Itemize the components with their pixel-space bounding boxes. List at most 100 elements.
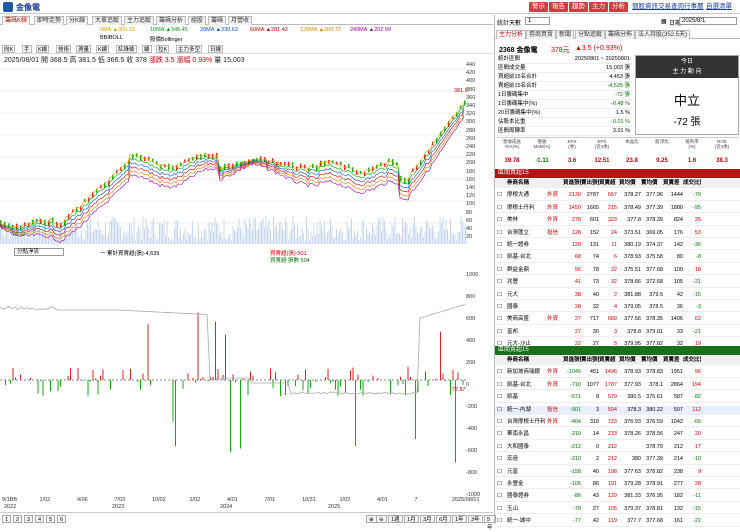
ma-legend-item[interactable]: 240MA ▲202.99 (350, 27, 391, 33)
right-tab-1[interactable]: 券商買賣 (526, 30, 556, 39)
tool-1[interactable]: 手 (22, 45, 32, 53)
row-checkbox[interactable]: ☐ (497, 191, 505, 200)
tool-8[interactable]: 拉K (156, 45, 169, 53)
indicator-select[interactable]: 分點淨流 (14, 248, 64, 256)
row-checkbox[interactable]: ☐ (497, 517, 505, 526)
calendar-link[interactable]: 行事曆 (684, 2, 704, 12)
tab-8[interactable]: 月營收 (228, 16, 252, 25)
row-checkbox[interactable]: ☐ (497, 468, 505, 477)
analysis-button[interactable]: 分析 (609, 2, 628, 12)
row-checkbox[interactable]: ☐ (497, 204, 505, 213)
row-checkbox[interactable]: ☐ (497, 455, 505, 464)
period-button[interactable]: 1週 (388, 515, 403, 523)
row-checkbox[interactable]: ☐ (497, 278, 505, 287)
tool-4[interactable]: 測量 (76, 45, 91, 53)
row-checkbox[interactable]: ☐ (497, 328, 505, 337)
ma-legend-item[interactable]: 20MA ▲330.63 (200, 27, 238, 33)
watchlist-link[interactable]: 自選清單 (706, 2, 732, 12)
page-button[interactable]: 5 (46, 515, 55, 523)
indicator-chart[interactable]: -77.87 (0, 258, 480, 498)
row-checkbox[interactable]: ☐ (497, 505, 505, 514)
tab-5[interactable]: 籌碼分析 (156, 16, 186, 25)
right-tab-2[interactable]: 新聞 (556, 30, 574, 39)
row-checkbox[interactable]: ☐ (497, 266, 505, 275)
tool-5[interactable]: K線 (96, 45, 109, 53)
page-button[interactable]: 1 (2, 515, 11, 523)
right-tab-3[interactable]: 分點追蹤 (575, 30, 605, 39)
tab-4[interactable]: 主力追蹤 (124, 16, 154, 25)
ma-legend-item[interactable]: 5MA ▲360.13 (100, 27, 135, 33)
right-tab-4[interactable]: 籌碼分佈 (605, 30, 635, 39)
row-checkbox[interactable]: ☐ (497, 241, 505, 250)
right-tab-5[interactable]: 法人持股(352.5天) (635, 30, 690, 39)
trade-query-link[interactable]: 交易查詢 (658, 2, 684, 12)
ma-legend-item[interactable]: BBIBOLL (100, 35, 123, 41)
period-button[interactable]: 6月 (436, 515, 451, 523)
right-tab-0[interactable]: 主力分析 (496, 30, 526, 39)
row-checkbox[interactable]: ☐ (497, 368, 505, 377)
ma-legend-item[interactable]: 10MA ▲345.45 (150, 27, 188, 33)
tool-10[interactable]: 日線 (208, 45, 223, 53)
row-checkbox[interactable]: ☐ (497, 315, 505, 324)
alert-button[interactable]: 警示 (529, 2, 548, 12)
page-button[interactable]: 2 (13, 515, 22, 523)
tab-3[interactable]: 大單追蹤 (92, 16, 122, 25)
tab-6[interactable]: 組股 (188, 16, 206, 25)
row-checkbox[interactable]: ☐ (497, 303, 505, 312)
row-checkbox[interactable]: ☐ (497, 430, 505, 439)
row-checkbox[interactable]: ☐ (497, 443, 505, 452)
ma-legend-item[interactable]: 120MA ▲260.72 (300, 27, 341, 33)
date-select[interactable]: 2025/8/1 (679, 17, 737, 25)
trend-button[interactable]: 趨勢 (569, 2, 588, 12)
tool-0[interactable]: 向K (2, 45, 15, 53)
row-checkbox[interactable]: ☐ (497, 216, 505, 225)
tab-1[interactable]: 即時走勢 (34, 16, 64, 25)
tool-9[interactable]: 主力多空 (176, 45, 202, 53)
tab-0[interactable]: 籌碼K線 (2, 16, 30, 25)
main-force-button[interactable]: 主力 (589, 2, 608, 12)
calendar-icon[interactable]: ▦ (661, 18, 667, 25)
row-checkbox[interactable]: ☐ (497, 492, 505, 501)
page-button[interactable]: 4 (35, 515, 44, 523)
tab-2[interactable]: 分K線 (66, 16, 88, 25)
tool-2[interactable]: K線 (36, 45, 49, 53)
ma-legend-item[interactable]: 股價Bollinger (150, 35, 182, 43)
period-button[interactable]: 1月 (404, 515, 419, 523)
row-checkbox[interactable]: ☐ (497, 480, 505, 489)
period-select[interactable]: 1 (525, 17, 550, 25)
tool-3[interactable]: 技術 (56, 45, 71, 53)
row-checkbox[interactable]: ☐ (497, 381, 505, 390)
row-checkbox[interactable]: ☐ (497, 393, 505, 402)
period-button[interactable]: 3年 (468, 515, 483, 523)
period-button[interactable]: 1年 (452, 515, 467, 523)
row-checkbox[interactable]: ☐ (497, 253, 505, 262)
ma-legend-item[interactable]: 60MA ▲281.42 (250, 27, 288, 33)
row-checkbox[interactable]: ☐ (497, 291, 505, 300)
page-button[interactable]: 3 (24, 515, 33, 523)
zoom-out-icon[interactable]: ⊖ (376, 515, 387, 523)
row-checkbox[interactable]: ☐ (497, 229, 505, 238)
tab-7[interactable]: 籌碼 (208, 16, 226, 25)
